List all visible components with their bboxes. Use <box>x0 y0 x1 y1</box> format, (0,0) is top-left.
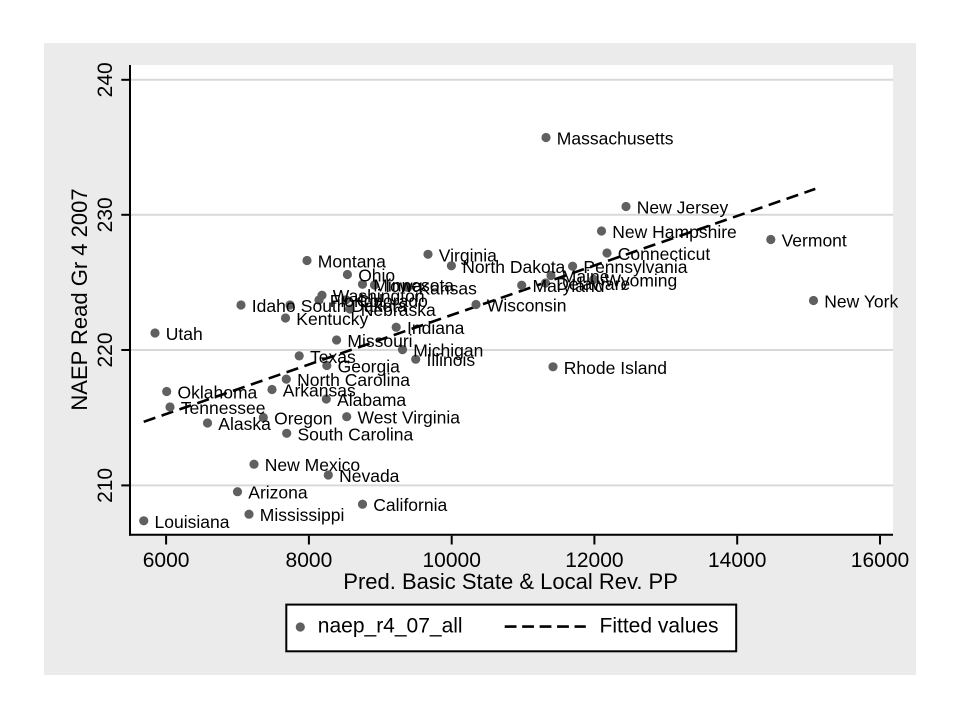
svg-text:Indiana: Indiana <box>407 318 465 338</box>
svg-text:Wisconsin: Wisconsin <box>487 296 567 316</box>
svg-text:New York: New York <box>824 292 898 312</box>
svg-text:Alabama: Alabama <box>337 390 406 410</box>
svg-text:8000: 8000 <box>286 549 333 572</box>
svg-text:Kentucky: Kentucky <box>296 309 368 329</box>
svg-text:Pennsylvania: Pennsylvania <box>583 257 687 277</box>
svg-text:Utah: Utah <box>166 324 203 344</box>
svg-text:16000: 16000 <box>851 549 909 572</box>
svg-text:Virginia: Virginia <box>439 245 497 265</box>
svg-text:Delaware: Delaware <box>556 274 630 294</box>
svg-text:Maine: Maine <box>562 267 610 287</box>
svg-text:Illinois: Illinois <box>427 350 476 370</box>
svg-text:Wyoming: Wyoming <box>605 271 678 291</box>
svg-text:California: California <box>373 495 447 515</box>
svg-text:Texas: Texas <box>310 347 356 367</box>
svg-text:12000: 12000 <box>565 549 623 572</box>
svg-text:230: 230 <box>94 197 117 232</box>
svg-text:South Carolina: South Carolina <box>298 424 414 444</box>
svg-text:Kansas: Kansas <box>419 278 478 298</box>
svg-text:Idaho: Idaho <box>252 296 296 316</box>
svg-text:Iowa: Iowa <box>385 276 422 296</box>
svg-text:Arizona: Arizona <box>248 483 308 503</box>
svg-text:NAEP Read Gr 4 2007: NAEP Read Gr 4 2007 <box>67 188 92 410</box>
svg-text:Alaska: Alaska <box>218 414 271 434</box>
svg-text:Tennessee: Tennessee <box>181 398 266 418</box>
svg-text:220: 220 <box>94 332 117 367</box>
svg-text:Fitted values: Fitted values <box>600 615 719 638</box>
svg-text:naep_r4_07_all: naep_r4_07_all <box>318 615 463 638</box>
svg-text:New Jersey: New Jersey <box>637 198 729 218</box>
svg-text:Michigan: Michigan <box>413 341 483 361</box>
svg-text:Oklahoma: Oklahoma <box>178 383 258 403</box>
svg-text:North Carolina: North Carolina <box>297 370 410 390</box>
svg-text:North Dakota: North Dakota <box>462 257 565 277</box>
svg-text:Louisiana: Louisiana <box>155 512 230 532</box>
svg-text:10000: 10000 <box>422 549 480 572</box>
svg-text:Montana: Montana <box>318 252 386 272</box>
svg-text:Ohio: Ohio <box>358 266 395 286</box>
svg-text:210: 210 <box>94 468 117 503</box>
svg-text:Washington: Washington <box>333 286 425 306</box>
svg-text:South Dakota: South Dakota <box>301 296 407 316</box>
svg-text:Georgia: Georgia <box>338 357 401 377</box>
svg-text:West Virginia: West Virginia <box>358 408 461 428</box>
svg-text:Colorado: Colorado <box>357 291 428 311</box>
svg-text:New Mexico: New Mexico <box>265 455 360 475</box>
svg-text:Arkansas: Arkansas <box>283 381 356 401</box>
svg-text:14000: 14000 <box>708 549 766 572</box>
svg-text:6000: 6000 <box>143 549 190 572</box>
svg-text:Mississippi: Mississippi <box>260 505 345 525</box>
svg-text:Florida: Florida <box>330 291 384 311</box>
svg-text:Maryland: Maryland <box>533 276 605 296</box>
svg-text:Nevada: Nevada <box>339 466 400 486</box>
svg-text:Minnesota: Minnesota <box>373 275 454 295</box>
svg-text:New Hampshire: New Hampshire <box>612 222 736 242</box>
svg-text:Missouri: Missouri <box>347 331 412 351</box>
svg-text:240: 240 <box>94 62 117 97</box>
svg-text:Oregon: Oregon <box>274 409 332 429</box>
svg-text:Nebraska: Nebraska <box>361 300 436 320</box>
svg-text:Pred. Basic State & Local Rev.: Pred. Basic State & Local Rev. PP <box>343 569 678 594</box>
svg-text:Vermont: Vermont <box>782 231 847 251</box>
svg-text:Massachusetts: Massachusetts <box>557 129 674 149</box>
svg-text:Rhode Island: Rhode Island <box>564 358 667 378</box>
svg-text:Connecticut: Connecticut <box>618 244 711 264</box>
